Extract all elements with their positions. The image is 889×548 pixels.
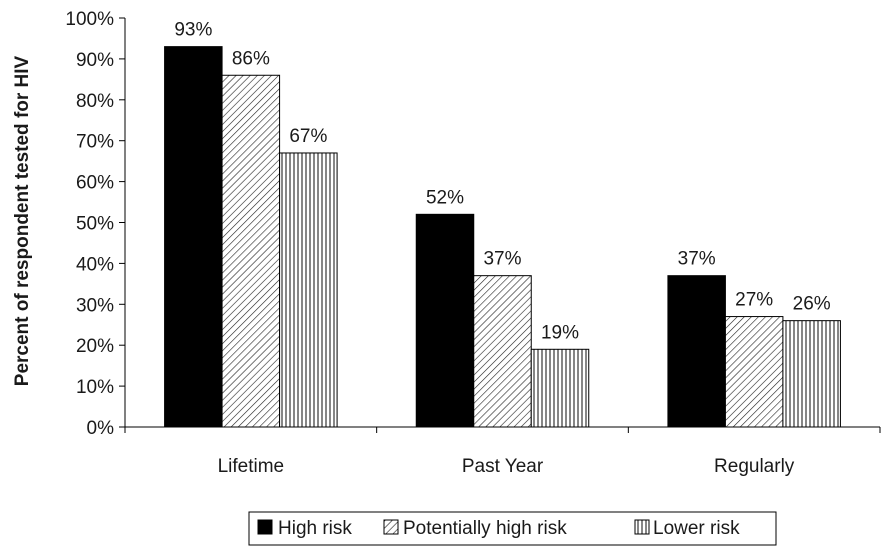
bar-lower-risk xyxy=(530,348,590,428)
y-tick-label: 60% xyxy=(76,173,114,194)
data-label-lower-risk: 26% xyxy=(793,294,831,315)
legend-frame xyxy=(248,511,777,546)
legend-label-lower-risk: Lower risk xyxy=(653,518,740,539)
data-label-lower-risk: 19% xyxy=(541,322,579,343)
legend-label-potentially-high-risk: Potentially high risk xyxy=(403,518,567,539)
data-label-potentially-high-risk: 27% xyxy=(735,290,773,311)
data-label-potentially-high-risk: 86% xyxy=(232,48,270,69)
x-axis: Lifetime Past Year Regularly xyxy=(124,426,881,477)
y-tick-label: 40% xyxy=(76,254,114,275)
bar-high-risk xyxy=(415,213,475,428)
bar-high-risk xyxy=(164,46,223,428)
data-label-lower-risk: 67% xyxy=(289,126,327,147)
y-tick-label: 30% xyxy=(76,295,114,316)
data-label-high-risk: 37% xyxy=(678,249,716,270)
legend-swatch-potentially-high-risk xyxy=(383,519,399,535)
legend-label-high-risk: High risk xyxy=(278,518,352,539)
data-label-high-risk: 52% xyxy=(426,187,464,208)
bars-group: 93% 52% 37% 86% 37% 27% 67% 19% 26% xyxy=(164,20,841,428)
x-category-label: Lifetime xyxy=(218,456,285,477)
y-tick-label: 50% xyxy=(76,214,114,235)
legend-swatch-lower-risk xyxy=(634,519,650,535)
legend-swatch-high-risk xyxy=(257,519,273,535)
bar-lower-risk xyxy=(279,152,338,428)
data-label-high-risk: 93% xyxy=(174,20,212,41)
bar-potentially-high-risk xyxy=(724,316,784,428)
bar-potentially-high-risk xyxy=(221,74,281,428)
y-tick-label: 70% xyxy=(76,132,114,153)
y-tick-label: 0% xyxy=(87,418,115,439)
y-axis-title: Percent of respondent tested for HIV xyxy=(12,55,33,386)
y-tick-label: 10% xyxy=(76,377,114,398)
y-tick-label: 20% xyxy=(76,336,114,357)
x-category-label: Past Year xyxy=(462,456,544,477)
y-tick-label: 90% xyxy=(76,50,114,71)
x-category-label: Regularly xyxy=(714,456,795,477)
bar-high-risk xyxy=(667,275,726,428)
y-axis: 0% 10% 20% 30% 40% 50% 60% 70% 80% 90% 100% xyxy=(65,9,126,439)
y-tick-label: 100% xyxy=(65,9,114,30)
data-label-potentially-high-risk: 37% xyxy=(483,249,521,270)
y-tick-label: 80% xyxy=(76,91,114,112)
bar-potentially-high-risk xyxy=(473,275,532,428)
legend: High risk Potentially high risk Lower ri… xyxy=(248,511,777,546)
bar-lower-risk xyxy=(782,320,841,428)
